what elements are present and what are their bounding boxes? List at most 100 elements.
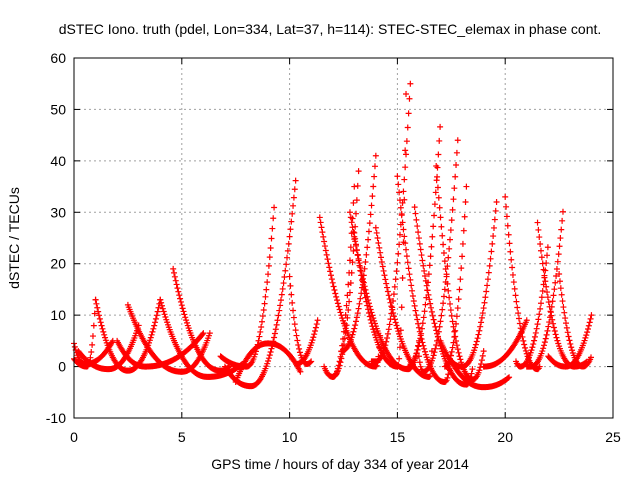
data-point xyxy=(459,253,466,260)
data-point xyxy=(384,284,391,291)
data-point xyxy=(173,281,180,288)
data-point xyxy=(552,331,559,338)
data-point xyxy=(332,290,339,297)
data-point xyxy=(429,233,436,240)
data-point xyxy=(359,281,366,288)
data-point xyxy=(386,321,393,328)
data-point xyxy=(380,267,387,274)
data-point xyxy=(480,305,487,312)
data-point xyxy=(565,333,572,340)
data-point xyxy=(550,292,557,299)
data-point xyxy=(476,327,483,334)
data-point xyxy=(95,308,102,315)
data-point xyxy=(545,323,552,330)
data-point xyxy=(396,231,403,238)
data-point xyxy=(418,336,425,342)
data-point xyxy=(291,321,298,328)
data-point xyxy=(550,320,557,327)
data-point xyxy=(385,326,392,333)
data-point xyxy=(309,337,316,344)
data-point xyxy=(340,317,347,324)
data-point xyxy=(350,247,357,254)
data-point xyxy=(521,341,528,348)
data-point xyxy=(419,320,426,327)
data-point xyxy=(339,315,346,322)
data-point xyxy=(335,365,342,372)
data-point xyxy=(158,299,165,306)
data-point xyxy=(509,271,516,278)
data-point xyxy=(528,347,535,354)
data-point xyxy=(527,349,534,356)
data-point xyxy=(390,310,397,317)
data-point xyxy=(444,374,451,381)
data-point xyxy=(365,236,372,243)
data-point xyxy=(481,299,488,306)
data-point xyxy=(562,320,569,327)
data-point xyxy=(420,342,427,349)
data-point xyxy=(557,235,564,242)
data-point xyxy=(426,373,433,380)
data-point xyxy=(440,293,447,300)
data-point xyxy=(363,298,370,305)
data-point xyxy=(416,359,423,366)
data-point xyxy=(400,226,407,233)
data-point xyxy=(288,291,295,298)
data-point xyxy=(402,147,409,154)
data-point xyxy=(267,348,274,355)
data-point xyxy=(518,329,525,336)
data-point xyxy=(350,328,357,335)
data-point xyxy=(153,312,160,319)
data-point xyxy=(454,137,461,144)
data-point xyxy=(360,286,367,293)
data-point xyxy=(420,262,427,269)
data-point xyxy=(397,204,404,211)
data-point xyxy=(146,337,153,344)
data-point xyxy=(296,345,303,352)
data-point xyxy=(288,218,295,225)
data-point xyxy=(425,271,432,278)
data-point xyxy=(334,297,341,304)
data-point xyxy=(181,311,188,318)
data-point xyxy=(307,359,314,366)
data-point xyxy=(377,249,384,256)
data-point xyxy=(412,210,419,217)
data-point xyxy=(296,349,303,356)
data-point xyxy=(530,341,537,348)
data-point xyxy=(358,272,365,279)
y-tick-label: 50 xyxy=(50,101,66,117)
data-point xyxy=(382,342,389,349)
data-point xyxy=(437,318,444,325)
data-point xyxy=(421,272,428,279)
data-point xyxy=(505,231,512,238)
data-point xyxy=(431,201,438,208)
data-point xyxy=(419,257,426,264)
data-point xyxy=(265,271,272,278)
data-point xyxy=(523,317,530,324)
data-point xyxy=(429,355,436,362)
data-point xyxy=(452,173,459,180)
data-point xyxy=(363,251,370,258)
data-point xyxy=(425,291,432,298)
data-point xyxy=(381,272,388,279)
data-point xyxy=(435,194,442,201)
data-point xyxy=(347,214,354,221)
data-point xyxy=(429,312,436,319)
data-point xyxy=(445,254,452,261)
data-point xyxy=(366,313,373,320)
data-point xyxy=(390,291,397,298)
data-point xyxy=(272,326,279,333)
data-point xyxy=(384,335,391,341)
data-point xyxy=(420,314,427,321)
data-point xyxy=(517,325,524,332)
data-point xyxy=(171,273,178,280)
data-point xyxy=(178,302,185,309)
data-point xyxy=(259,313,266,320)
data-point xyxy=(542,335,549,342)
data-point xyxy=(177,298,184,305)
data-point xyxy=(336,306,343,313)
data-point xyxy=(370,183,377,190)
data-point xyxy=(365,309,372,316)
data-point xyxy=(326,264,333,271)
data-point xyxy=(182,314,189,321)
data-point xyxy=(310,334,317,341)
